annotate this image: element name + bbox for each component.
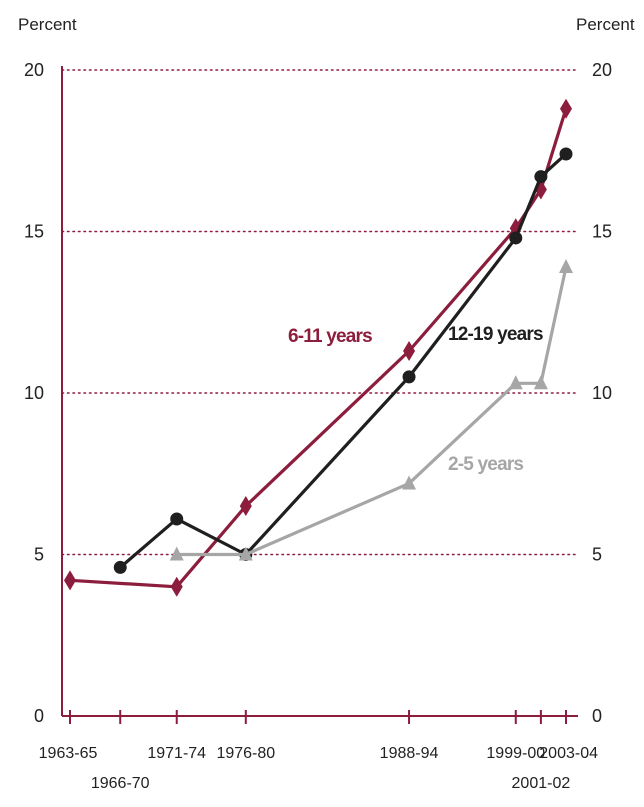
series-0-point-0	[64, 570, 76, 591]
y-tick-left-20: 20	[24, 60, 44, 80]
series-1-point-6	[559, 147, 573, 161]
series-1-point-1	[170, 512, 184, 526]
axes	[61, 66, 578, 724]
series-label-0: 6-11 years	[288, 326, 372, 347]
y-tick-right-15: 15	[592, 222, 612, 242]
y-tick-labels: 0 0 5 5 10 10 15 15 20 20	[24, 60, 612, 726]
x-tick-label-3: 1976-80	[216, 745, 275, 762]
series-2-point-3	[508, 375, 523, 390]
series-line-2	[176, 266, 568, 557]
series-0-point-6	[560, 98, 572, 119]
series-1-point-5	[534, 170, 548, 184]
series-2-point-0	[169, 546, 184, 561]
y-tick-left-10: 10	[24, 383, 44, 403]
series-1-point-3	[402, 370, 416, 384]
y-tick-right-0: 0	[592, 706, 602, 726]
series-label-1: 12-19 years	[448, 324, 543, 345]
series-line-1	[119, 152, 568, 569]
y-tick-right-5: 5	[592, 545, 602, 565]
series-0-point-1	[170, 576, 183, 597]
series-2-point-2	[402, 475, 417, 490]
y-axis-title-right: Percent	[576, 15, 635, 34]
x-tick-label-1: 1966-70	[91, 775, 150, 792]
y-tick-left-5: 5	[34, 545, 44, 565]
series-2-point-4	[533, 375, 548, 390]
x-tick-labels: 1963-65 1966-70 1971-74 1976-80 1988-94 1999-…	[39, 745, 598, 792]
y-tick-right-20: 20	[592, 60, 612, 80]
x-tick-label-7: 2003-04	[539, 745, 598, 762]
x-tick-label-2: 1971-74	[147, 745, 206, 762]
series-0-point-3	[403, 341, 416, 362]
y-tick-left-0: 0	[34, 706, 44, 726]
series-line-0	[69, 108, 568, 589]
y-axis-title-left: Percent	[18, 15, 77, 34]
series-label-2: 2-5 years	[448, 454, 523, 475]
x-tick-label-0: 1963-65	[39, 745, 98, 762]
gridlines	[61, 69, 579, 556]
series-2-point-5	[559, 259, 573, 274]
series-labels: 6-11 years 12-19 years 2-5 years	[288, 324, 544, 475]
x-tick-label-6: 2001-02	[512, 775, 571, 792]
y-tick-left-15: 15	[24, 222, 44, 242]
x-tick-label-4: 1988-94	[380, 745, 439, 762]
series-lines	[64, 98, 573, 597]
series-1-point-4	[509, 231, 523, 245]
series-0-point-2	[239, 496, 252, 517]
series-2-point-1	[238, 546, 253, 561]
x-tick-label-5: 1999-00	[486, 745, 545, 762]
series-1-point-0	[113, 560, 127, 574]
y-tick-right-10: 10	[592, 383, 612, 403]
